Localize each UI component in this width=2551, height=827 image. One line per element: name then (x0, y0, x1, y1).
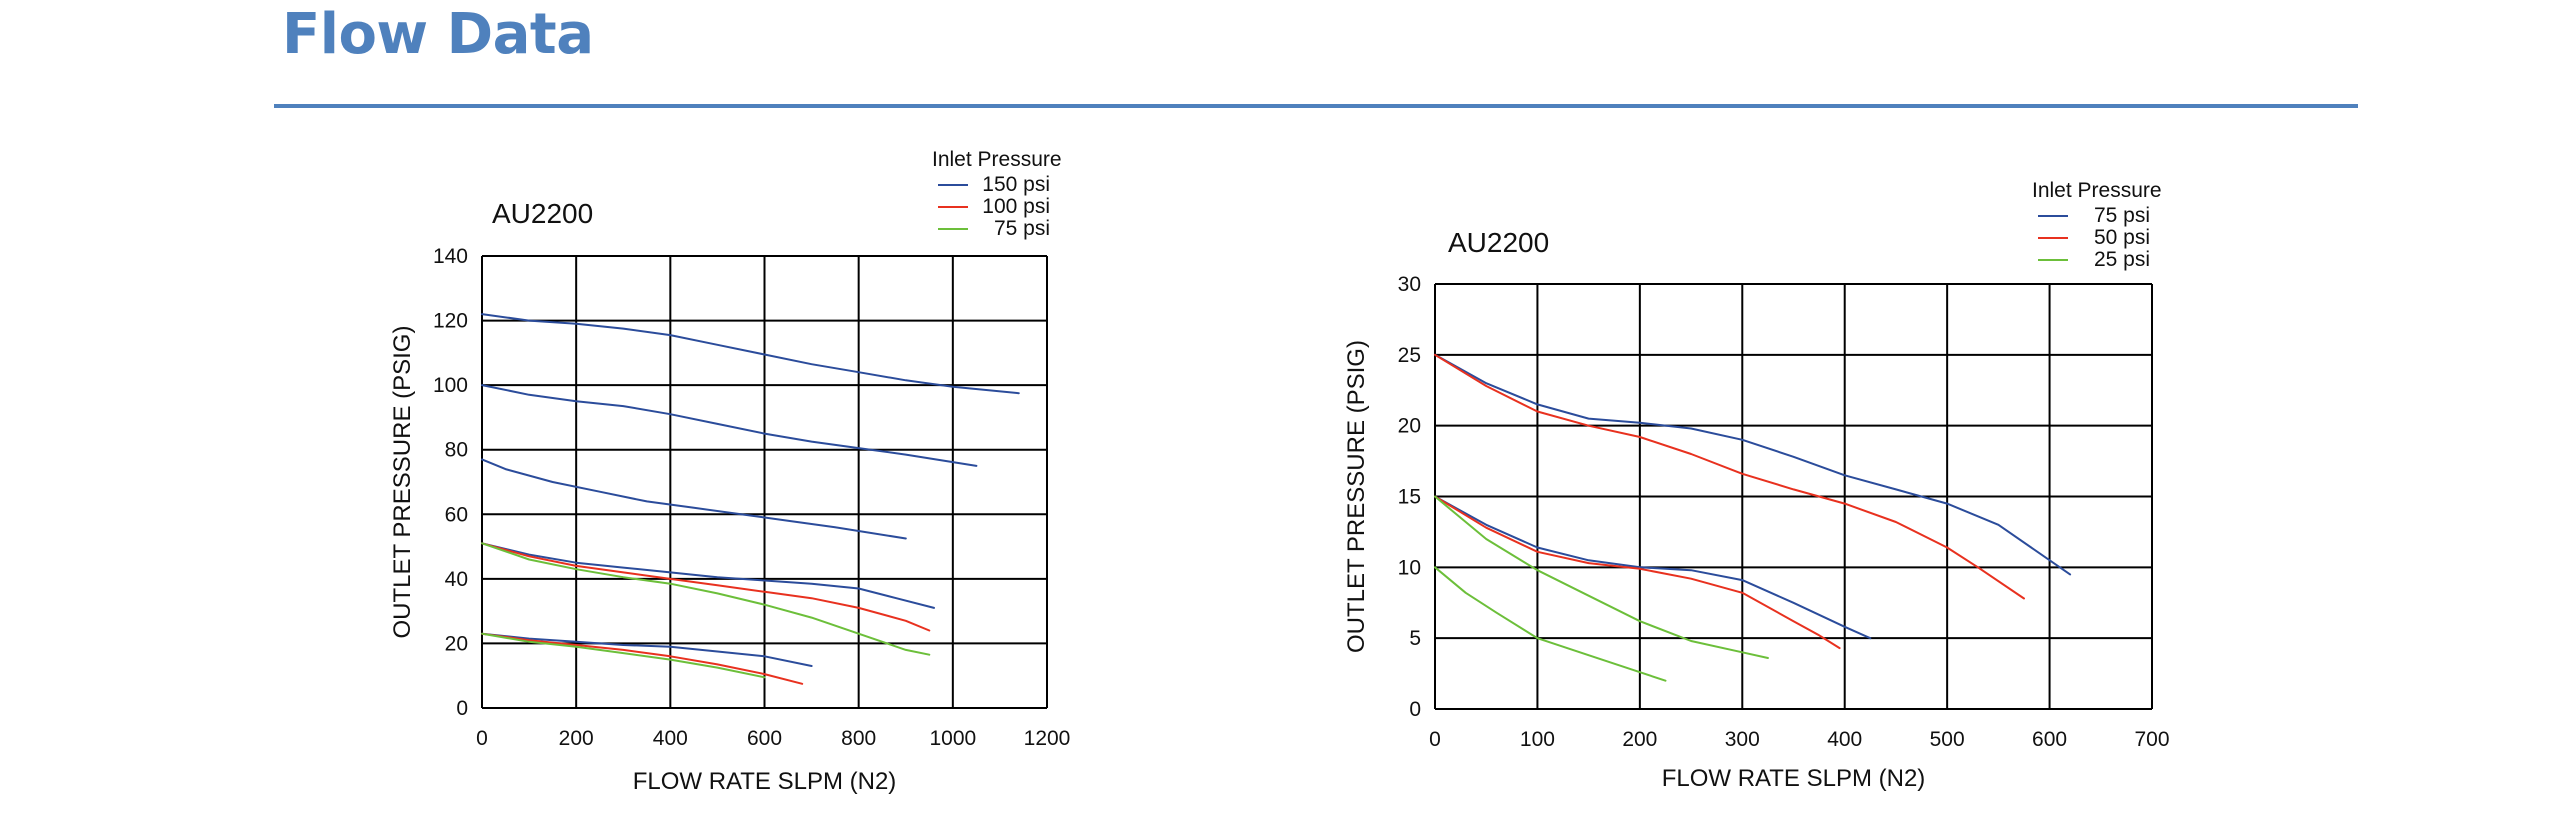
x-tick-label: 1200 (1024, 727, 1071, 750)
x-tick-label: 500 (1930, 728, 1965, 751)
y-axis-label: OUTLET PRESSURE (PSIG) (389, 326, 416, 639)
y-tick-label: 0 (1409, 698, 1421, 721)
series-line (481, 542, 931, 632)
y-tick-label: 140 (433, 245, 468, 268)
legend-label: 50 psi (2094, 226, 2150, 249)
x-tick-label: 600 (747, 727, 782, 750)
y-tick-label: 100 (433, 374, 468, 397)
series-line (1434, 495, 1841, 650)
x-tick-label: 400 (1827, 728, 1862, 751)
chart-title: AU2200 (492, 198, 593, 229)
series-line (1434, 495, 1872, 640)
y-tick-label: 120 (433, 310, 468, 333)
series-line (1434, 353, 2025, 600)
x-tick-label: 0 (476, 727, 488, 750)
series-line (481, 632, 766, 679)
y-tick-label: 60 (445, 503, 468, 526)
series-line (1434, 495, 1769, 659)
page-title: Flow Data (282, 2, 594, 67)
y-tick-label: 25 (1398, 344, 1421, 367)
chart-1: 0 200 400 600 800 1000 1200 0 20 40 60 80 100 120 140 A… (389, 148, 1070, 795)
y-tick-label: 15 (1398, 486, 1421, 509)
y-tick-label: 80 (445, 439, 468, 462)
chart-title: AU2200 (1448, 227, 1549, 258)
series-line (481, 632, 804, 685)
y-tick-label: 5 (1409, 627, 1421, 650)
x-tick-label: 200 (559, 727, 594, 750)
y-tick-label: 20 (1398, 415, 1421, 438)
series-line (481, 458, 907, 540)
x-tick-label: 1000 (929, 727, 976, 750)
series-line (481, 313, 1020, 395)
x-tick-label: 800 (841, 727, 876, 750)
y-tick-label: 40 (445, 568, 468, 591)
legend-title: Inlet Pressure (2032, 179, 2162, 202)
legend-label: 150 psi (982, 173, 1050, 196)
legend-label: 100 psi (982, 195, 1050, 218)
y-tick-label: 0 (456, 697, 468, 720)
y-axis-label: OUTLET PRESSURE (PSIG) (1343, 340, 1370, 653)
series-line (481, 384, 978, 467)
legend-label: 25 psi (2094, 248, 2150, 271)
series-line (1434, 353, 2072, 576)
x-tick-label: 0 (1429, 728, 1441, 751)
x-tick-label: 100 (1520, 728, 1555, 751)
series-line (1434, 566, 1667, 682)
y-tick-label: 10 (1398, 556, 1421, 579)
series-line (481, 632, 813, 667)
legend-label: 75 psi (2094, 204, 2150, 227)
legend-label: 75 psi (994, 217, 1050, 240)
title-divider (274, 104, 2358, 108)
series-line (481, 542, 935, 609)
x-tick-label: 600 (2032, 728, 2067, 751)
series-line (481, 542, 931, 656)
x-axis-label: FLOW RATE SLPM (N2) (633, 768, 897, 795)
x-axis-label: FLOW RATE SLPM (N2) (1662, 765, 1926, 792)
y-tick-label: 20 (445, 632, 468, 655)
x-tick-label: 300 (1725, 728, 1760, 751)
legend-title: Inlet Pressure (932, 148, 1062, 171)
x-tick-label: 200 (1622, 728, 1657, 751)
x-tick-label: 400 (653, 727, 688, 750)
chart-2: 0 100 200 300 400 500 600 700 0 5 10 15 20 25 30 AU2200… (1343, 179, 2170, 792)
x-tick-label: 700 (2134, 728, 2169, 751)
y-tick-label: 30 (1398, 273, 1421, 296)
